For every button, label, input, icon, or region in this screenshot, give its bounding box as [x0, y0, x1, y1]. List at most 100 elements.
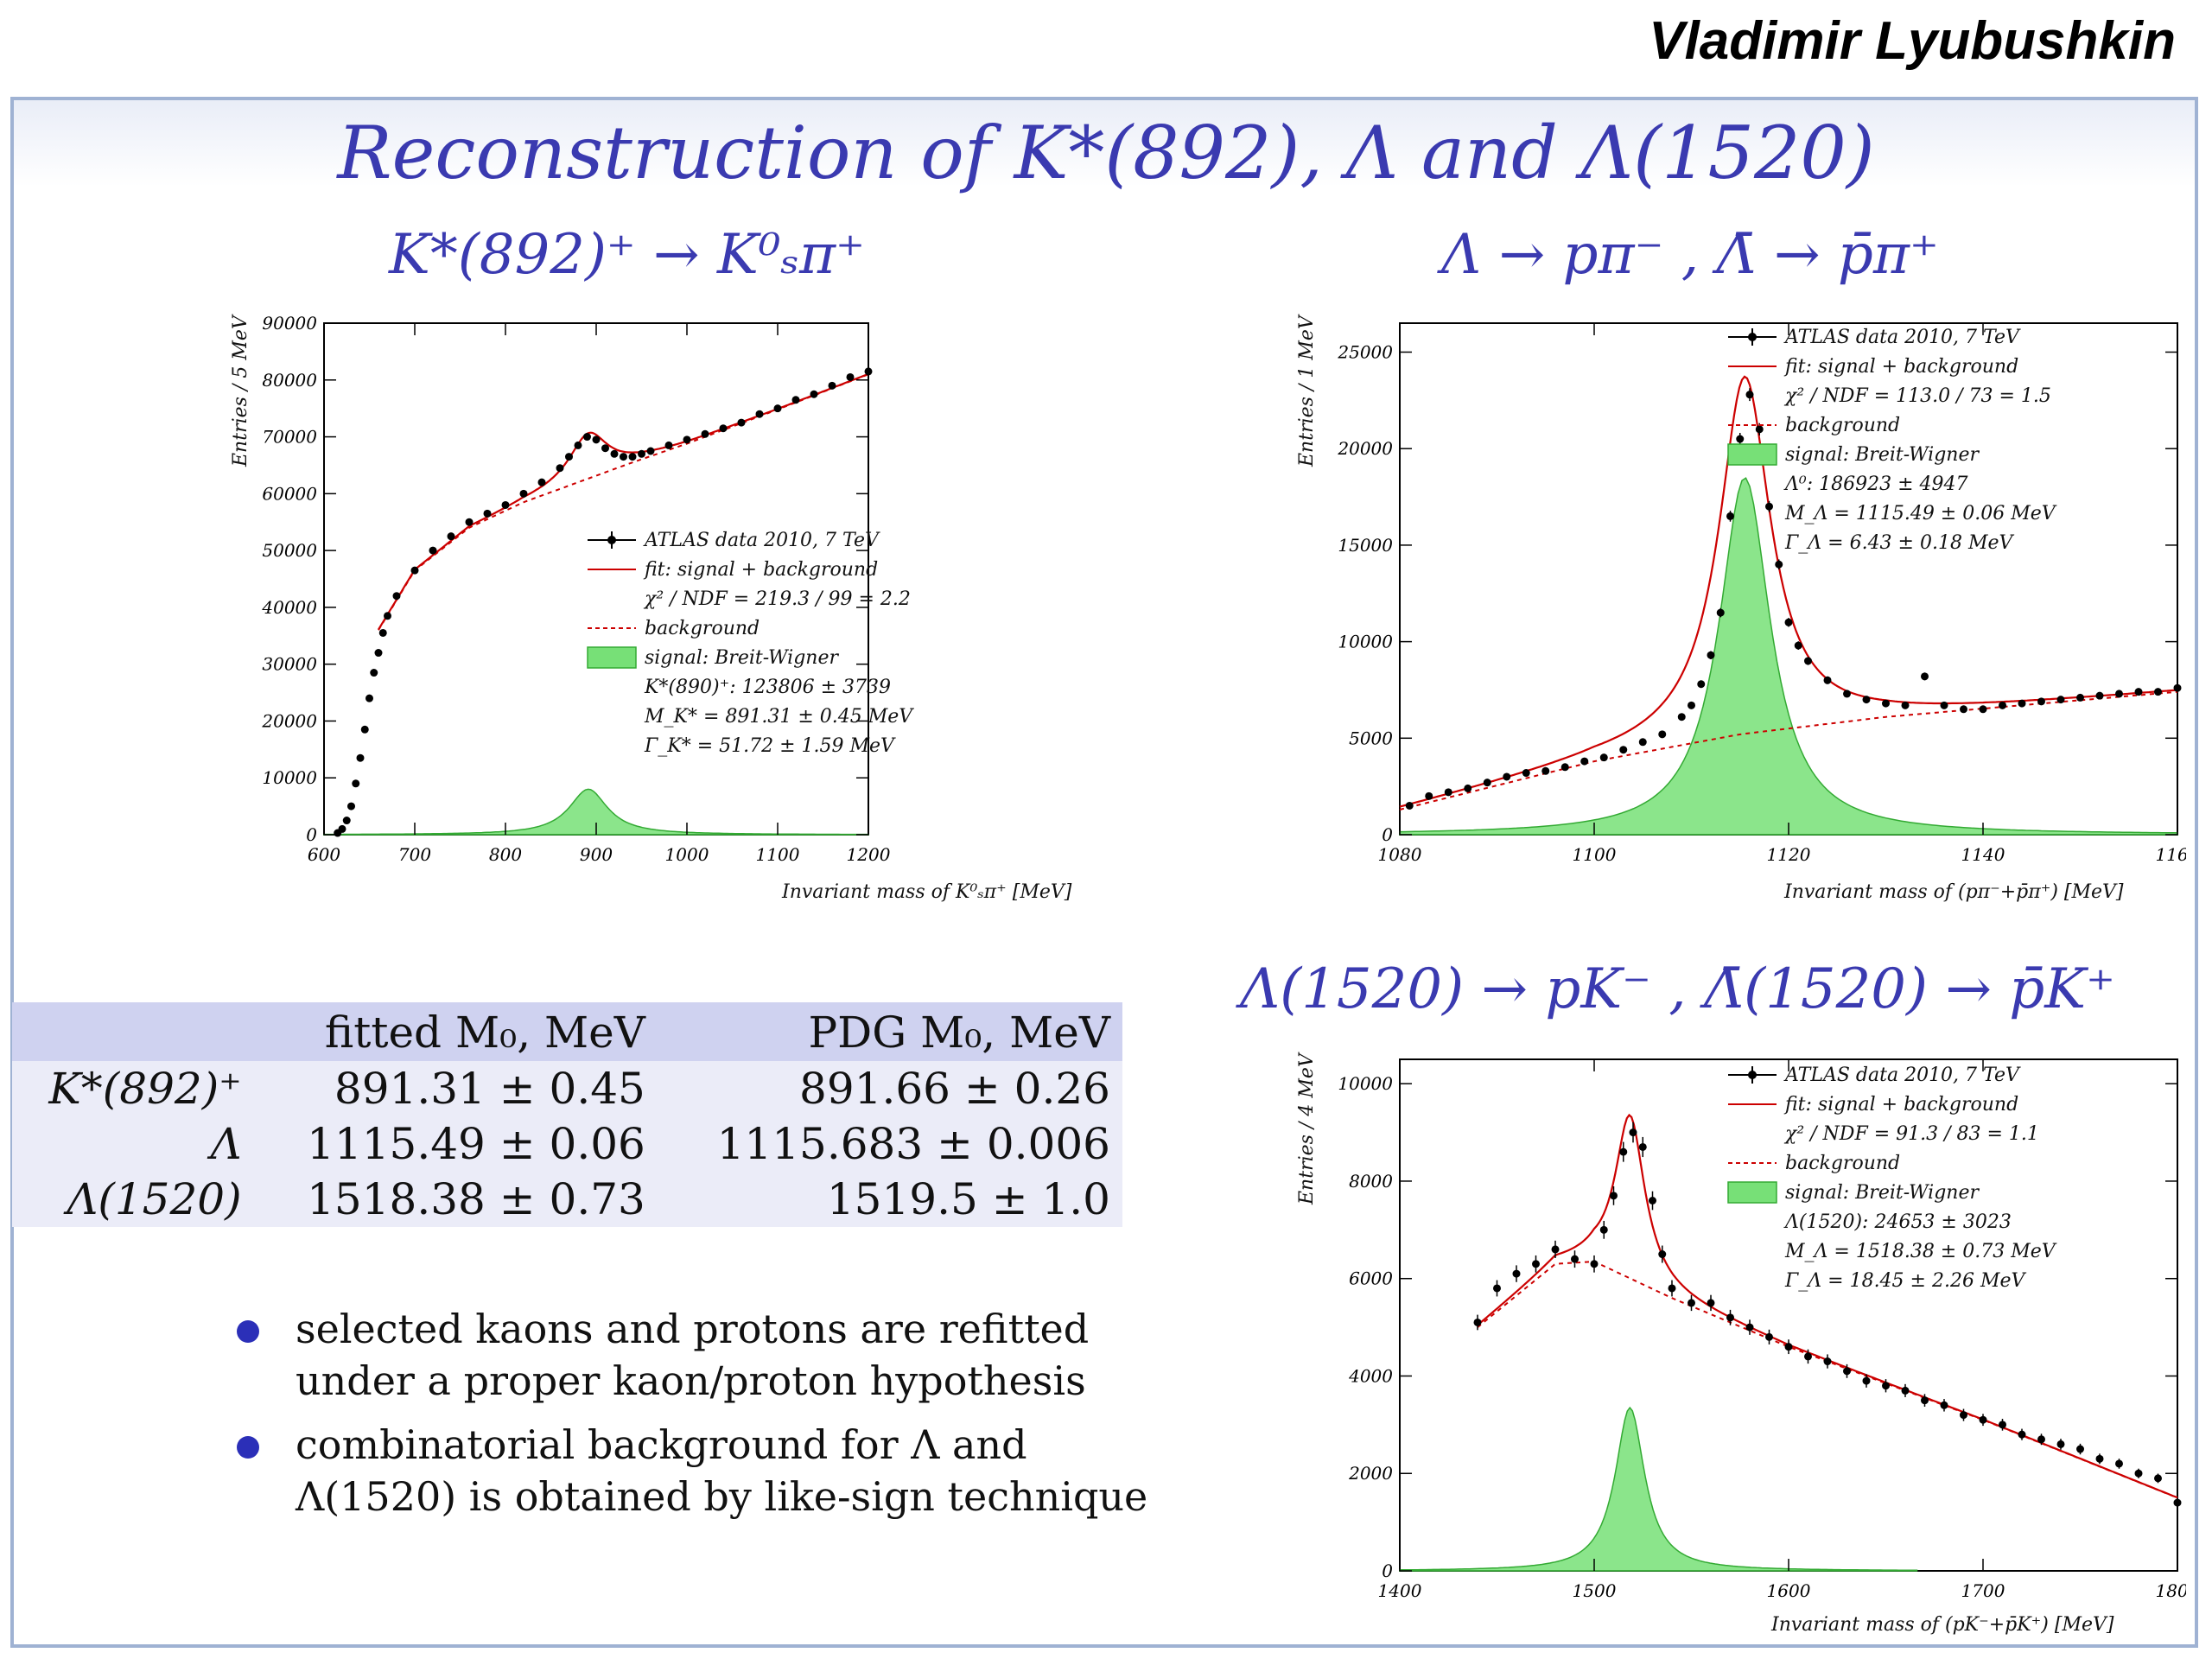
- x-tick-label: 1100: [1573, 844, 1617, 865]
- data-point: [1843, 690, 1851, 698]
- data-point: [1619, 746, 1628, 754]
- x-tick-label: 900: [580, 844, 613, 865]
- data-point: [1755, 425, 1764, 434]
- data-point: [1804, 657, 1812, 665]
- total-fit-curve: [378, 372, 869, 631]
- legend-entry: ATLAS data 2010, 7 TeV: [1783, 1065, 2021, 1086]
- data-point: [846, 372, 855, 381]
- legend-entry: Γ_Λ = 18.45 ± 2.26 MeV: [1784, 1270, 2026, 1292]
- legend-entry: χ² / NDF = 91.3 / 83 = 1.1: [1783, 1123, 2039, 1145]
- data-point: [429, 546, 437, 555]
- plot-lambda: 1080 1100 1120 1140 1160 0 5000 10000 15000 20000…: [1270, 311, 2186, 925]
- data-point: [701, 429, 709, 438]
- x-tick-label: 600: [308, 844, 340, 865]
- data-point: [2095, 691, 2104, 700]
- data-point: [773, 404, 782, 413]
- x-tick-label: 1120: [1767, 844, 1811, 865]
- data-point: [2037, 697, 2045, 706]
- data-point: [1979, 705, 1987, 714]
- legend-entry: M_Λ = 1115.49 ± 0.06 MeV: [1784, 503, 2057, 524]
- data-point: [1960, 705, 1967, 714]
- data-point: [1619, 1147, 1628, 1156]
- legend-entry: signal: Breit-Wigner: [1785, 444, 1980, 466]
- data-point: [1999, 701, 2006, 709]
- data-point: [556, 464, 564, 473]
- y-tick-label: 50000: [262, 540, 317, 561]
- data-point: [719, 424, 728, 433]
- data-point: [1571, 1255, 1579, 1263]
- bullet-item: selected kaons and protons are refitted …: [233, 1303, 1149, 1407]
- x-tick-label: 1700: [1961, 1580, 2005, 1601]
- data-point: [392, 592, 401, 601]
- data-point: [620, 453, 627, 461]
- subtitle-lambda: Λ → pπ⁻ , Λ̄ → p̄π⁺: [1441, 223, 1939, 287]
- slide-frame: [10, 97, 2198, 1648]
- legend-entry: Γ_Λ = 6.43 ± 0.18 MeV: [1784, 532, 2015, 554]
- data-point: [1425, 791, 1433, 800]
- data-point: [1658, 730, 1667, 739]
- data-point: [378, 628, 387, 637]
- data-point: [610, 449, 619, 458]
- legend-entry: background: [1785, 1153, 1900, 1174]
- data-point: [1464, 784, 1472, 792]
- data-point: [2134, 1469, 2143, 1478]
- data-point: [1707, 1299, 1715, 1307]
- data-point: [2173, 1498, 2182, 1507]
- data-point: [1784, 1343, 1793, 1351]
- data-point: [501, 500, 510, 509]
- data-point: [1862, 696, 1871, 704]
- data-point: [2154, 1474, 2162, 1483]
- y-tick-label: 10000: [1338, 1073, 1393, 1094]
- data-point: [1610, 1192, 1618, 1200]
- table-cell-pdg: 891.66 ± 0.26: [799, 1064, 1110, 1114]
- legend-entry: M_Λ = 1518.38 ± 0.73 MeV: [1784, 1241, 2057, 1262]
- legend-marker-data-dot: [607, 536, 616, 544]
- x-tick-label: 1080: [1378, 844, 1422, 865]
- data-point: [1940, 1401, 1948, 1409]
- legend-marker-data-dot: [1748, 333, 1757, 341]
- data-point: [1843, 1367, 1851, 1376]
- table-header: [12, 1002, 254, 1061]
- data-point: [1999, 1421, 2006, 1429]
- data-point: [2018, 699, 2026, 708]
- data-point: [628, 453, 637, 461]
- data-point: [1745, 1323, 1754, 1332]
- legend-entry: background: [1785, 415, 1900, 436]
- data-point: [1541, 766, 1550, 775]
- data-point: [1677, 713, 1686, 721]
- y-tick-label: 80000: [262, 370, 317, 391]
- signal-breit-wigner-area: [1399, 1406, 1918, 1572]
- data-point: [2115, 1459, 2123, 1468]
- data-point: [1882, 699, 1890, 708]
- total-fit-curve: [1399, 375, 2178, 808]
- data-point: [664, 441, 673, 449]
- data-point: [1522, 769, 1530, 778]
- x-tick-label: 1800: [2156, 1580, 2186, 1601]
- data-point: [1658, 1250, 1667, 1259]
- data-point: [2076, 1445, 2084, 1453]
- data-point: [1590, 1260, 1599, 1268]
- data-point: [1960, 1411, 1967, 1420]
- legend-marker-signal: [587, 646, 637, 669]
- legend-entry: χ² / NDF = 113.0 / 73 = 1.5: [1783, 385, 2051, 407]
- y-tick-label: 10000: [1338, 632, 1393, 652]
- data-point: [2134, 688, 2143, 696]
- bullet-text: combinatorial background for Λ and Λ(152…: [296, 1421, 1148, 1520]
- data-point: [1405, 801, 1414, 810]
- background-fit-curve: [1399, 690, 2178, 810]
- data-point: [1882, 1382, 1890, 1390]
- data-point: [352, 779, 360, 788]
- data-point: [519, 489, 528, 498]
- author-name: Vladimir Lyubushkin: [1649, 11, 2176, 71]
- x-tick-label: 1200: [847, 844, 891, 865]
- data-point: [1745, 391, 1754, 399]
- data-point: [1444, 788, 1452, 797]
- data-point: [1726, 512, 1734, 520]
- y-tick-label: 15000: [1338, 535, 1393, 556]
- data-point: [2018, 1430, 2026, 1439]
- y-tick-label: 8000: [1349, 1171, 1393, 1192]
- data-point: [810, 390, 818, 398]
- bullet-dot-icon: [237, 1320, 259, 1343]
- data-point: [755, 410, 764, 418]
- slide-title: Reconstruction of K*(892), Λ and Λ(1520): [337, 111, 1875, 195]
